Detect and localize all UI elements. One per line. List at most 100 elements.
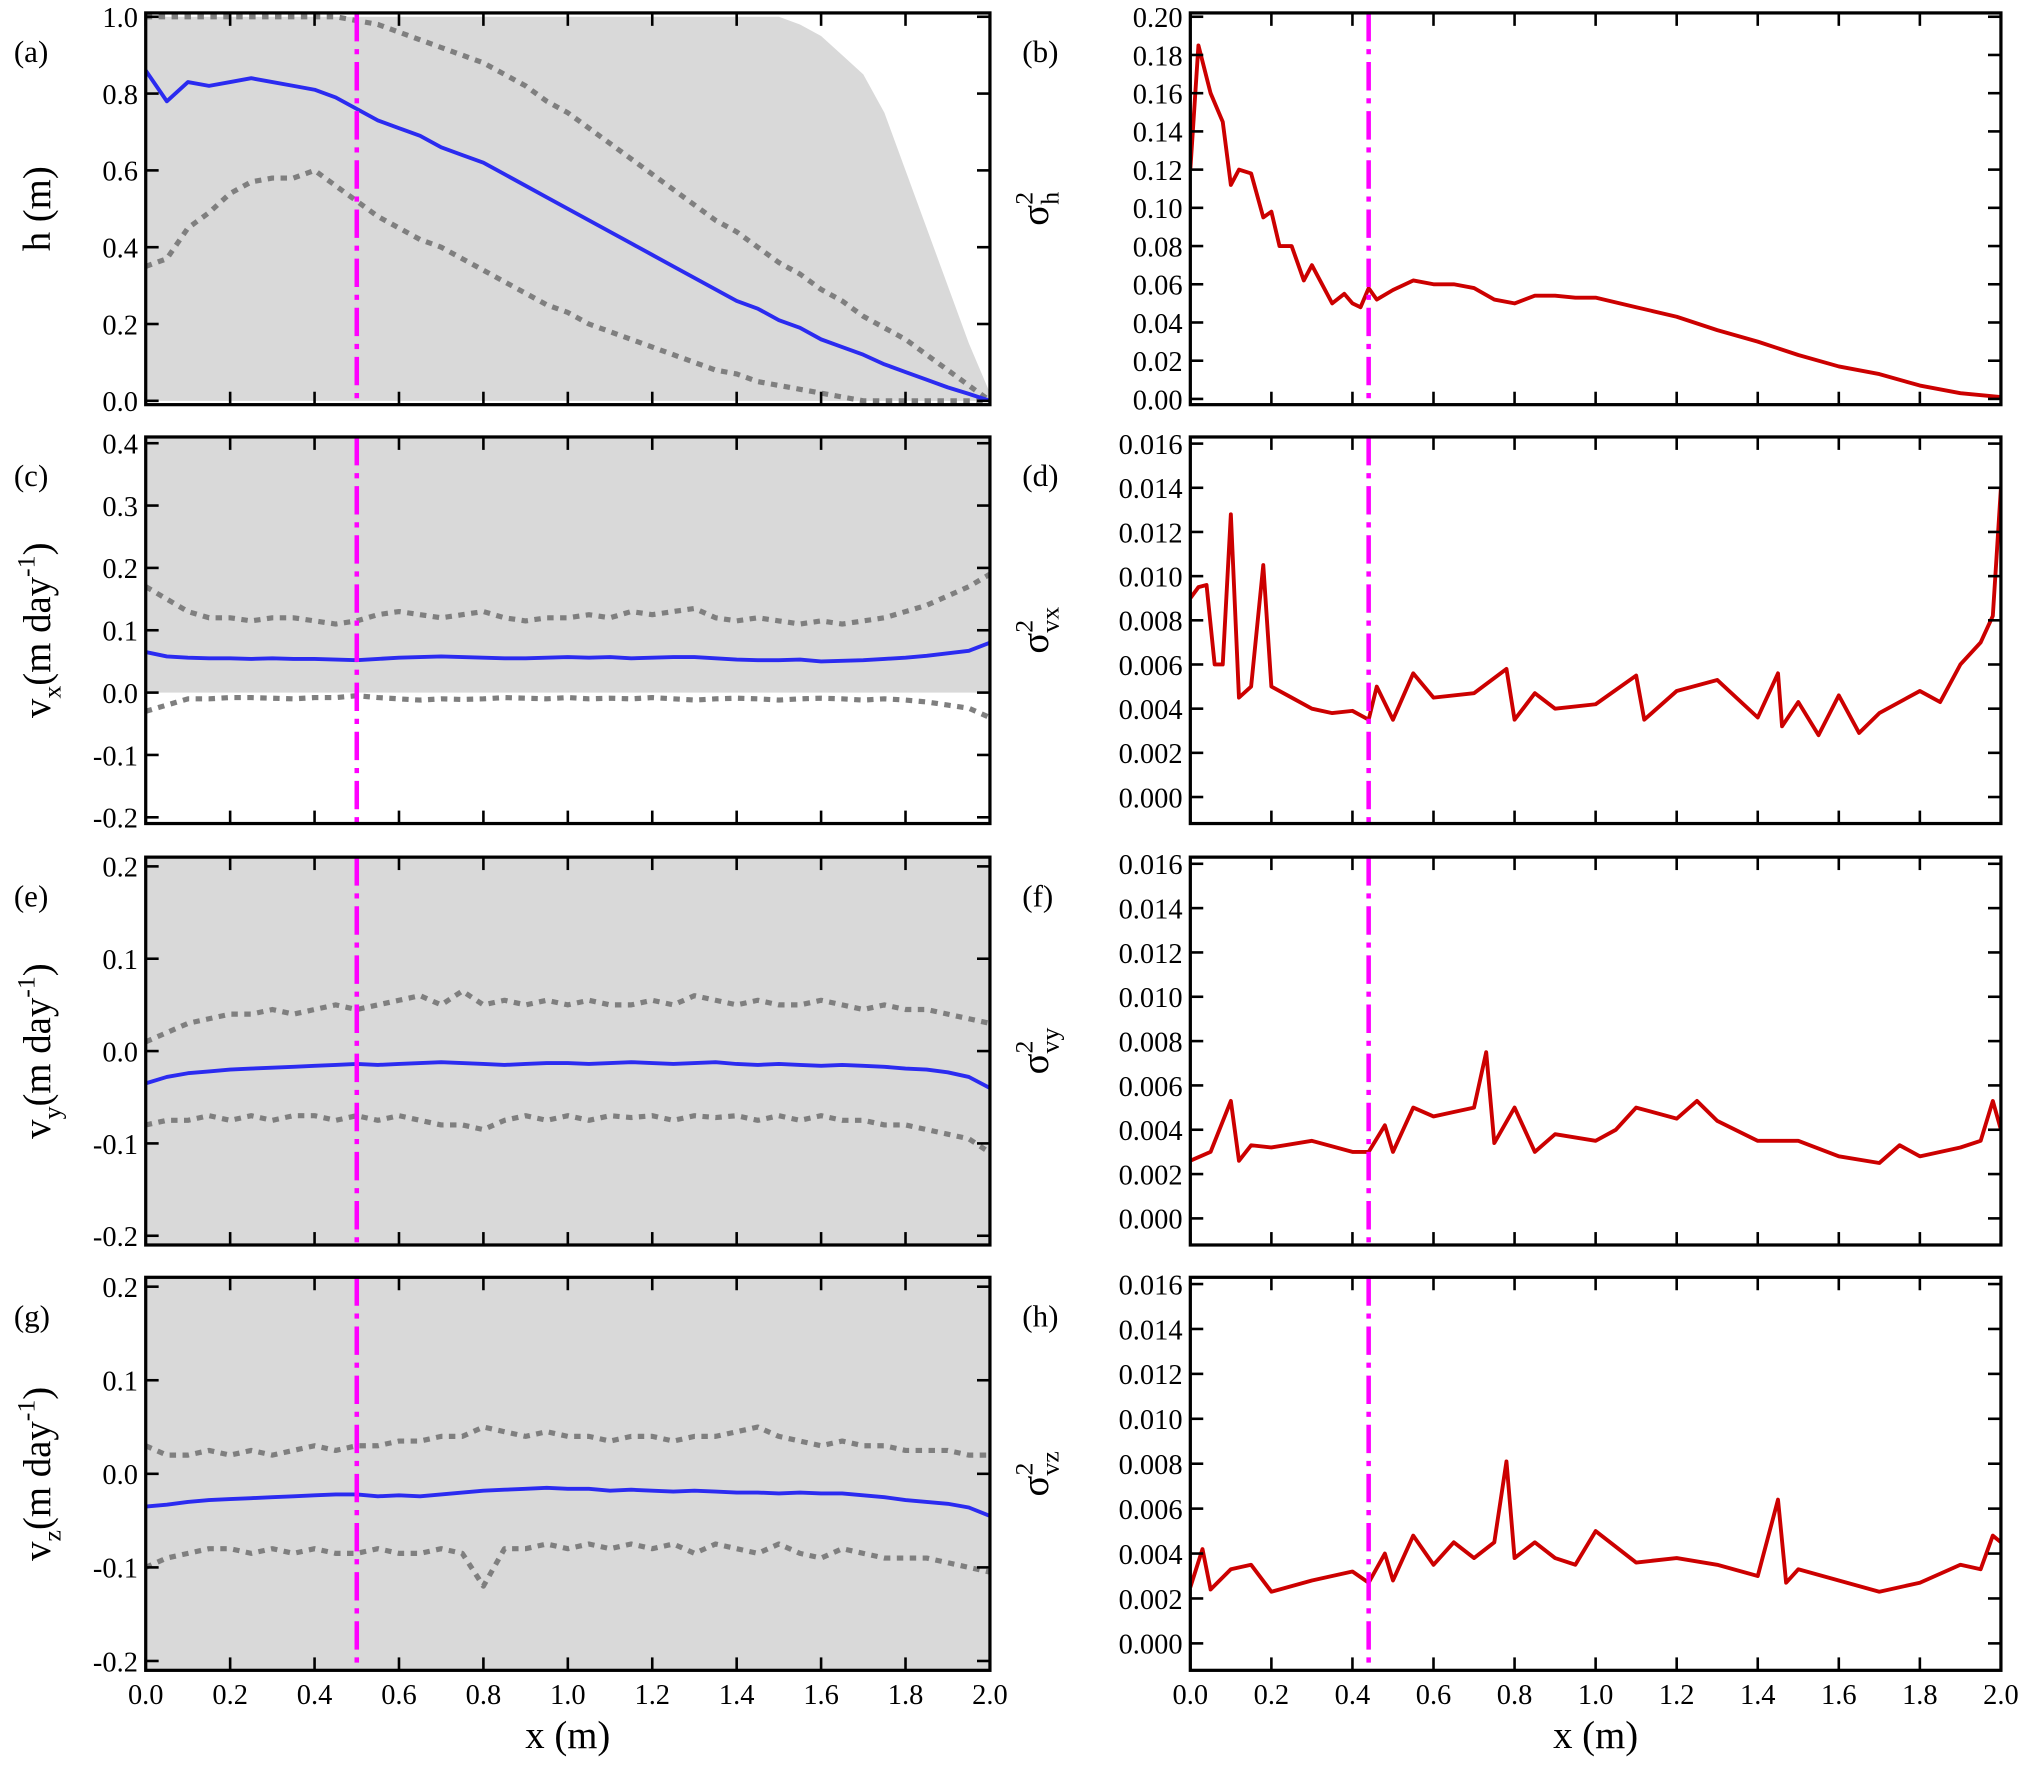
x-tick-label: 1.6 [1821,1680,1857,1711]
plot-area [1190,1050,2001,1165]
y-axis-label-part: vx [1035,607,1064,633]
x-tick-label: 0.6 [381,1680,417,1711]
y-tick-label: -0.1 [93,1130,138,1161]
y-tick-label: 0.016 [1119,430,1183,461]
x-tick-label: 0.8 [1497,1680,1533,1711]
y-tick-label: -0.2 [93,1222,138,1253]
y-tick-label: 0.04 [1133,309,1183,340]
plot-area [1190,43,2001,399]
y-axis-label-part: -1 [12,976,41,998]
x-tick-label: 0.4 [297,1680,333,1711]
x-axis-label: x (m) [1553,1714,1638,1757]
y-axis-label: σ2vx [1010,607,1065,654]
y-tick-label: 0.1 [102,1367,138,1398]
y-tick-label: 0.002 [1119,739,1183,770]
y-tick-label: 0.0 [102,1037,138,1068]
y-axis-label-part: σ [1014,633,1057,654]
mean-line [1190,487,2001,738]
y-tick-label: 0.2 [102,310,138,341]
panel-label: (d) [1022,458,1058,493]
y-axis-label: σ2vz [1010,1451,1065,1496]
plot-area [145,436,990,720]
x-tick-label: 1.8 [1902,1680,1938,1711]
bound-line [145,14,990,403]
y-tick-label: 0.1 [102,945,138,976]
y-tick-label: 0.1 [102,617,138,648]
mean-line [145,1485,990,1518]
y-axis-label-part: 2 [1010,192,1039,205]
y-tick-label: -0.1 [93,741,138,772]
x-tick-label: 0.0 [128,1680,164,1711]
x-tick-label: 1.4 [719,1680,755,1711]
bound-line [145,693,990,720]
plot-frame [1188,1275,2003,1672]
y-axis-label-part: v [16,698,59,718]
y-axis-label: vz(m day-1) [12,1387,67,1561]
y-tick-label: 0.08 [1133,232,1183,263]
y-axis-label-part: ) [16,963,59,976]
y-tick-label: 0.18 [1133,41,1183,72]
y-axis-label-part: x [37,686,66,699]
mean-line [1190,1459,2001,1594]
x-tick-label: 0.8 [466,1680,502,1711]
mean-line [1190,1050,2001,1165]
y-tick-label: 0.004 [1119,1116,1183,1147]
x-tick-label: 1.4 [1740,1680,1776,1711]
bound-line [145,1113,990,1155]
y-tick-label: 0.06 [1133,271,1183,302]
y-tick-label: 0.002 [1119,1585,1183,1616]
panel-label: (e) [14,878,48,913]
y-tick-label: 0.004 [1119,1540,1183,1571]
bound-line [145,167,990,404]
y-tick-label: 0.3 [102,492,138,523]
y-tick-label: 0.010 [1119,1405,1183,1436]
y-axis-label: h (m) [16,166,59,251]
plot-area [145,1277,990,1671]
y-tick-label: 0.6 [102,157,138,188]
y-tick-label: 0.16 [1133,80,1183,111]
y-axis-label-part: ) [16,543,59,556]
y-tick-label: 0.0 [102,1460,138,1491]
y-tick-label: -0.2 [93,804,138,835]
mean-line [145,1060,990,1090]
y-tick-label: 0.2 [102,853,138,884]
y-tick-label: 0.00 [1133,385,1183,416]
y-axis-label: σ2h [1010,192,1065,226]
y-tick-label: 0.014 [1119,1315,1183,1346]
y-tick-label: 0.012 [1119,1360,1183,1391]
y-tick-label: 0.012 [1119,939,1183,970]
mean-line [145,640,990,664]
y-tick-label: 0.012 [1119,518,1183,549]
y-tick-label: 0.014 [1119,474,1183,505]
y-axis-label-part: -1 [12,555,41,577]
ensemble-band [145,436,990,693]
x-tick-label: 1.0 [1578,1680,1614,1711]
bound-line [145,1541,990,1589]
plot-area [1190,1459,2001,1594]
ensemble-band [145,1277,990,1671]
y-tick-label: -0.2 [93,1647,138,1678]
y-tick-label: 0.8 [102,80,138,111]
plot-frame [1188,435,2003,826]
y-axis-label-part: vz [1035,1451,1064,1475]
y-tick-label: 0.002 [1119,1160,1183,1191]
x-axis-label: x (m) [525,1714,610,1757]
x-tick-label: 2.0 [1983,1680,2019,1711]
y-axis-label-part: ) [16,1387,59,1400]
y-tick-label: 0.2 [102,1273,138,1304]
panel-label: (a) [14,34,48,69]
y-axis-label-part: 2 [1010,1463,1039,1476]
panel-label: (g) [14,1298,50,1333]
x-tick-label: 0.2 [212,1680,248,1711]
y-tick-label: 0.006 [1119,1495,1183,1526]
y-tick-label: 0.008 [1119,1027,1183,1058]
y-tick-label: 1.0 [102,3,138,34]
y-tick-label: 0.4 [102,234,138,265]
y-tick-label: 0.016 [1119,850,1183,881]
y-tick-label: 0.4 [102,430,138,461]
bound-line [145,988,990,1045]
y-tick-label: 0.12 [1133,156,1183,187]
y-tick-label: 0.014 [1119,894,1183,925]
